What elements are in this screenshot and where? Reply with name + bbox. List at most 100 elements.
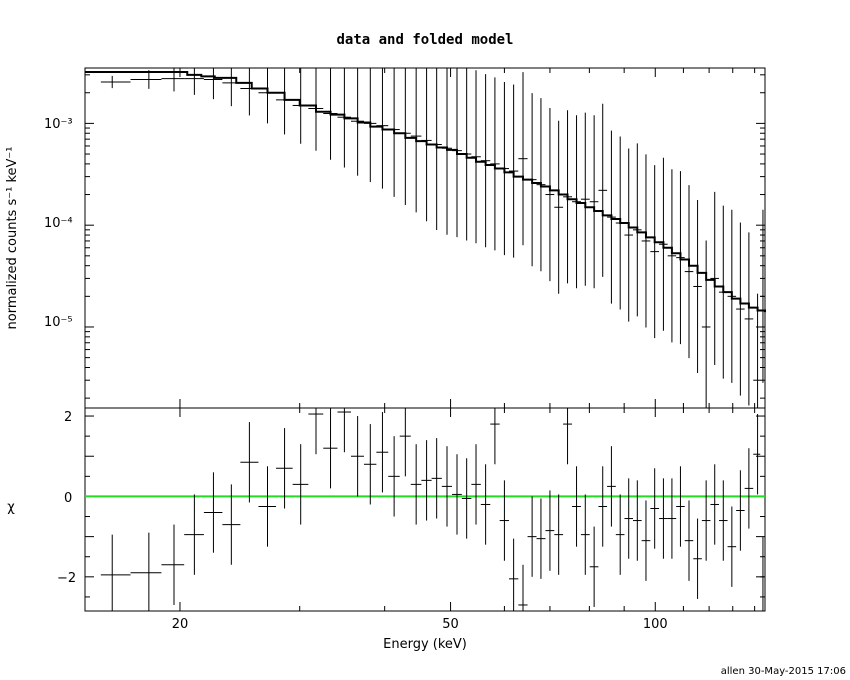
data-point	[184, 68, 204, 95]
residual-point	[624, 478, 634, 559]
residual-point	[410, 444, 422, 525]
data-point	[744, 232, 754, 406]
data-point	[693, 199, 702, 373]
data-point	[607, 130, 616, 304]
data-point	[676, 171, 685, 345]
data-point	[421, 68, 432, 222]
data-point	[527, 93, 537, 267]
data-point	[710, 191, 720, 365]
upper-panel: 10⁻³ 10⁻⁴ 10⁻⁵ normalized counts s⁻¹ keV…	[5, 67, 766, 409]
data-point	[410, 68, 422, 213]
residual-point	[760, 536, 764, 611]
residual-point	[130, 532, 162, 611]
residual-point	[518, 564, 528, 611]
residual-point	[471, 444, 481, 525]
residual-point	[667, 478, 677, 559]
residual-point	[222, 484, 241, 565]
residual-point	[431, 438, 442, 519]
residual-point	[203, 472, 223, 553]
ytick-label-1e-5: 10⁻⁵	[44, 315, 73, 330]
data-point	[399, 68, 411, 206]
lower-panel: 2 0 −2 χ 20 50 100 Energy (keV)	[7, 407, 766, 652]
data-point	[203, 68, 223, 100]
residual-point	[100, 534, 131, 611]
residual-point	[615, 494, 625, 575]
residual-point	[676, 466, 685, 547]
residual-point	[308, 408, 324, 455]
data-point	[641, 154, 651, 328]
xtick-label-100: 100	[643, 617, 668, 632]
residual-point	[441, 446, 453, 527]
data-point	[554, 120, 564, 294]
data-point	[490, 77, 500, 251]
ytick-label-1e-4: 10⁻⁴	[44, 216, 73, 231]
ytick-label-2: 2	[64, 410, 72, 425]
residual-point	[659, 478, 668, 559]
data-point	[480, 74, 491, 248]
data-point	[130, 70, 162, 89]
data-point	[461, 68, 472, 241]
residual-point	[727, 506, 737, 587]
data-point	[736, 222, 745, 396]
residual-point	[753, 414, 761, 495]
footer-timestamp: allen 30-May-2015 17:06	[721, 666, 846, 677]
data-point	[753, 293, 761, 408]
upper-y-axis-label: normalized counts s⁻¹ keV⁻¹	[5, 147, 20, 330]
residual-point	[323, 408, 338, 489]
residual-point	[684, 500, 694, 581]
residual-point	[527, 496, 537, 577]
residual-point	[276, 428, 293, 509]
residual-point	[161, 524, 185, 605]
residual-point	[633, 480, 642, 561]
data-point	[100, 75, 131, 89]
residual-point	[563, 408, 573, 465]
data-point	[308, 68, 324, 151]
residual-point	[258, 466, 277, 547]
residual-point	[580, 494, 590, 575]
residual-point	[744, 448, 754, 529]
data-point	[536, 98, 546, 272]
residual-point	[710, 464, 720, 545]
residual-point	[545, 490, 555, 571]
residual-point	[701, 480, 711, 561]
x-axis-label: Energy (keV)	[383, 637, 467, 652]
data-point	[650, 165, 660, 339]
residual-point	[461, 458, 472, 539]
residual-point	[693, 518, 702, 599]
residual-points	[100, 408, 764, 611]
residual-point	[337, 408, 352, 453]
data-point	[667, 169, 677, 343]
data-point	[572, 115, 581, 289]
ytick-label-1e-3: 10⁻³	[44, 117, 73, 132]
residual-point	[736, 470, 745, 551]
residual-point	[184, 494, 204, 575]
residual-point	[351, 416, 364, 497]
data-point	[471, 70, 481, 244]
data-point	[337, 68, 352, 168]
ytick-label-minus2: −2	[57, 571, 76, 586]
data-point	[633, 143, 642, 317]
residual-point	[607, 446, 616, 527]
lower-ticks	[85, 408, 765, 611]
data-point	[431, 68, 442, 231]
lower-plot-frame	[84, 407, 766, 612]
residual-point	[589, 526, 599, 607]
residual-point	[421, 440, 432, 521]
data-point	[659, 157, 668, 331]
data-point	[376, 68, 389, 189]
residual-point	[363, 424, 377, 505]
residual-point	[480, 464, 491, 545]
data-point	[580, 112, 590, 286]
data-point	[589, 115, 599, 289]
data-point	[363, 68, 377, 183]
residual-point	[536, 498, 546, 579]
chart-title: data and folded model	[336, 32, 513, 48]
data-point	[258, 68, 277, 124]
residual-point	[452, 454, 462, 535]
data-point	[727, 209, 737, 383]
ytick-label-0: 0	[64, 491, 72, 506]
data-point	[499, 82, 510, 256]
residual-point	[292, 444, 309, 525]
data-point	[624, 148, 634, 322]
lower-y-axis-label: χ	[7, 500, 15, 515]
